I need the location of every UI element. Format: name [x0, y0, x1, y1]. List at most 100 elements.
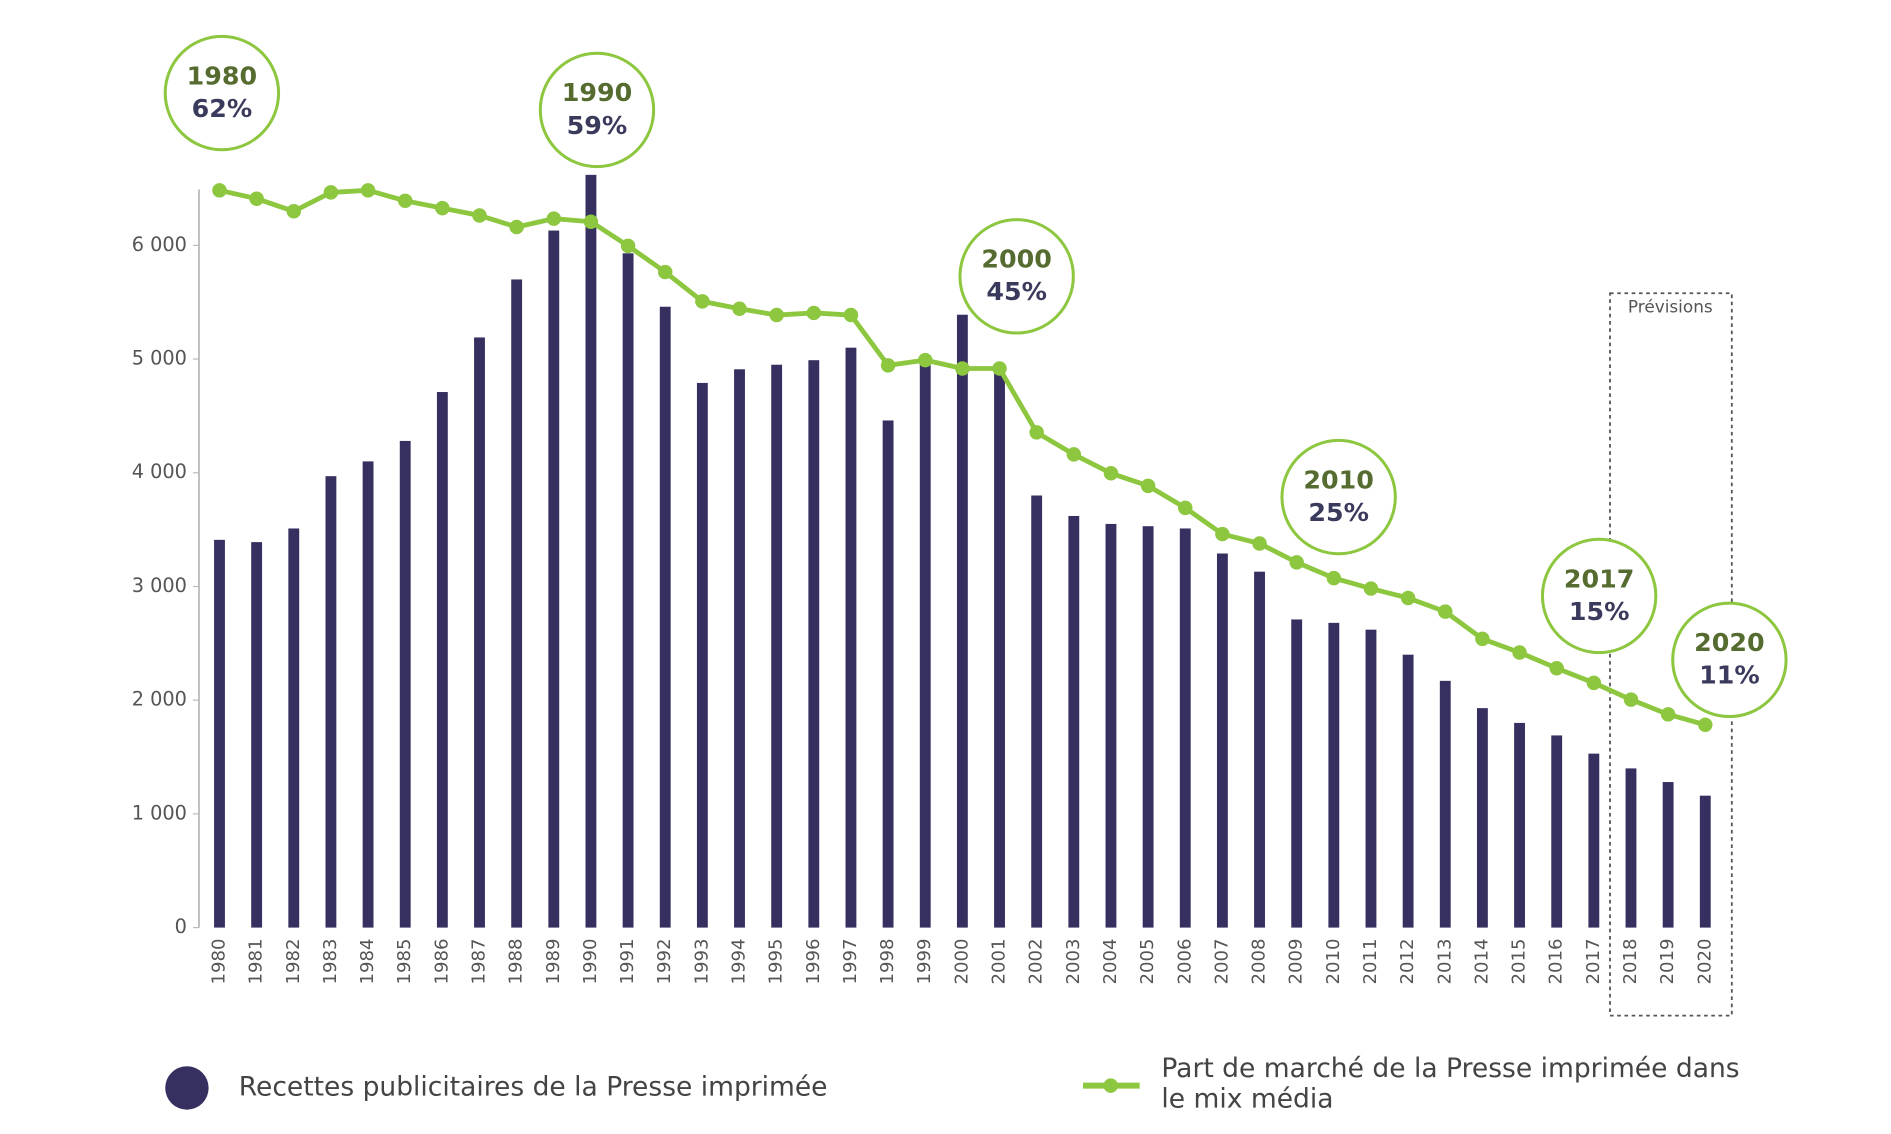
line-point: [1512, 645, 1527, 660]
line-point: [843, 307, 859, 323]
x-tick-label: 2007: [1211, 938, 1232, 984]
x-tick-label: 1985: [394, 938, 415, 984]
line-point: [1400, 590, 1416, 606]
x-tick-label: 1980: [208, 938, 229, 984]
bar: [734, 369, 745, 928]
bar: [214, 539, 225, 928]
line-point: [992, 361, 1007, 376]
bar: [1551, 735, 1563, 928]
bar: [362, 461, 374, 928]
line-point: [1698, 717, 1713, 733]
line-point: [1066, 447, 1082, 462]
bar: [1699, 795, 1711, 928]
line-point: [1475, 631, 1490, 647]
line-point: [695, 294, 710, 309]
annotation-value: 59%: [567, 110, 628, 140]
line-point: [1586, 675, 1602, 691]
line-point: [1103, 466, 1119, 481]
x-tick-label: 2006: [1174, 938, 1195, 984]
bar: [325, 476, 337, 928]
line-point: [323, 185, 339, 200]
line-point: [955, 361, 970, 376]
bar: [956, 314, 968, 928]
bar: [1254, 571, 1265, 928]
x-tick-label: 2017: [1583, 938, 1604, 984]
annotation-circle: [958, 218, 1075, 335]
forecast-box: [1609, 292, 1733, 1017]
y-tick-label: 5 000: [132, 347, 187, 370]
bar: [288, 528, 300, 928]
bar: [1662, 782, 1674, 928]
bar: [622, 253, 634, 928]
annotation-circle: [538, 51, 656, 169]
x-tick-label: 1996: [803, 938, 824, 984]
annotation-year: 2000: [981, 244, 1051, 274]
bar: [1179, 528, 1191, 928]
bar: [808, 360, 820, 928]
forecast-label: Prévisions: [1628, 297, 1713, 317]
x-tick-label: 2018: [1620, 938, 1641, 984]
line-point: [1623, 692, 1639, 707]
annotation-year: 1990: [562, 77, 632, 107]
bar: [1291, 619, 1303, 928]
x-tick-label: 2016: [1546, 938, 1567, 984]
bar: [1142, 526, 1154, 928]
bar: [1514, 722, 1525, 928]
y-tick-label: 3 000: [132, 574, 187, 597]
bar: [696, 382, 708, 928]
line-point: [1140, 478, 1156, 494]
line-point: [472, 208, 487, 223]
x-tick-label: 2020: [1694, 938, 1715, 984]
line-point: [1660, 707, 1676, 722]
line-point: [732, 301, 747, 316]
x-tick-label: 2013: [1434, 938, 1455, 984]
line-point: [1326, 570, 1342, 586]
line-point: [880, 358, 896, 373]
x-tick-label: 1981: [246, 938, 267, 984]
annotation-circle: [1540, 537, 1658, 655]
line-point: [769, 307, 784, 323]
y-tick-label: 2 000: [132, 688, 187, 711]
annotation-year: 2010: [1303, 464, 1373, 494]
line-point: [1438, 604, 1453, 619]
bar: [1105, 523, 1117, 928]
line-point: [918, 352, 933, 368]
bar: [1328, 622, 1340, 928]
x-tick-label: 1983: [320, 938, 341, 984]
x-tick-label: 2002: [1026, 938, 1047, 984]
annotation-year: 1980: [187, 60, 257, 90]
annotation-year: 2017: [1564, 563, 1634, 593]
legend-label-box: Part de marché de la Presse imprimée dan…: [1161, 1054, 1740, 1115]
legend-swatch-bar: [165, 1066, 209, 1110]
x-tick-label: 1999: [914, 938, 935, 984]
bar: [919, 362, 931, 928]
line-point: [806, 305, 822, 321]
x-tick-label: 2000: [951, 938, 972, 984]
bar: [511, 279, 523, 928]
x-tick-label: 2003: [1063, 938, 1084, 984]
bar: [1439, 680, 1451, 928]
line-point: [435, 200, 450, 216]
x-tick-label: 1987: [469, 938, 490, 984]
y-tick-label: 4 000: [132, 460, 187, 483]
x-tick-label: 1990: [580, 938, 601, 984]
annotation-value: 62%: [192, 93, 253, 123]
x-tick-label: 2004: [1100, 938, 1121, 984]
legend-label: Part de marché de la Presse imprimée dan…: [1161, 1054, 1740, 1115]
line-point: [657, 264, 673, 280]
bar: [585, 174, 597, 928]
x-tick-label: 1993: [691, 938, 712, 984]
bar: [1216, 553, 1228, 928]
bar: [251, 542, 263, 928]
x-tick-label: 1995: [766, 938, 787, 984]
bar: [845, 347, 857, 928]
annotation-value: 25%: [1308, 497, 1369, 527]
bar: [1476, 708, 1488, 928]
annotation-circle: [1671, 601, 1788, 719]
x-tick-label: 2019: [1657, 938, 1678, 984]
x-tick-label: 1994: [729, 938, 750, 984]
x-tick-label: 2011: [1360, 938, 1381, 984]
line-point: [1029, 425, 1044, 440]
line-point: [1252, 536, 1267, 551]
